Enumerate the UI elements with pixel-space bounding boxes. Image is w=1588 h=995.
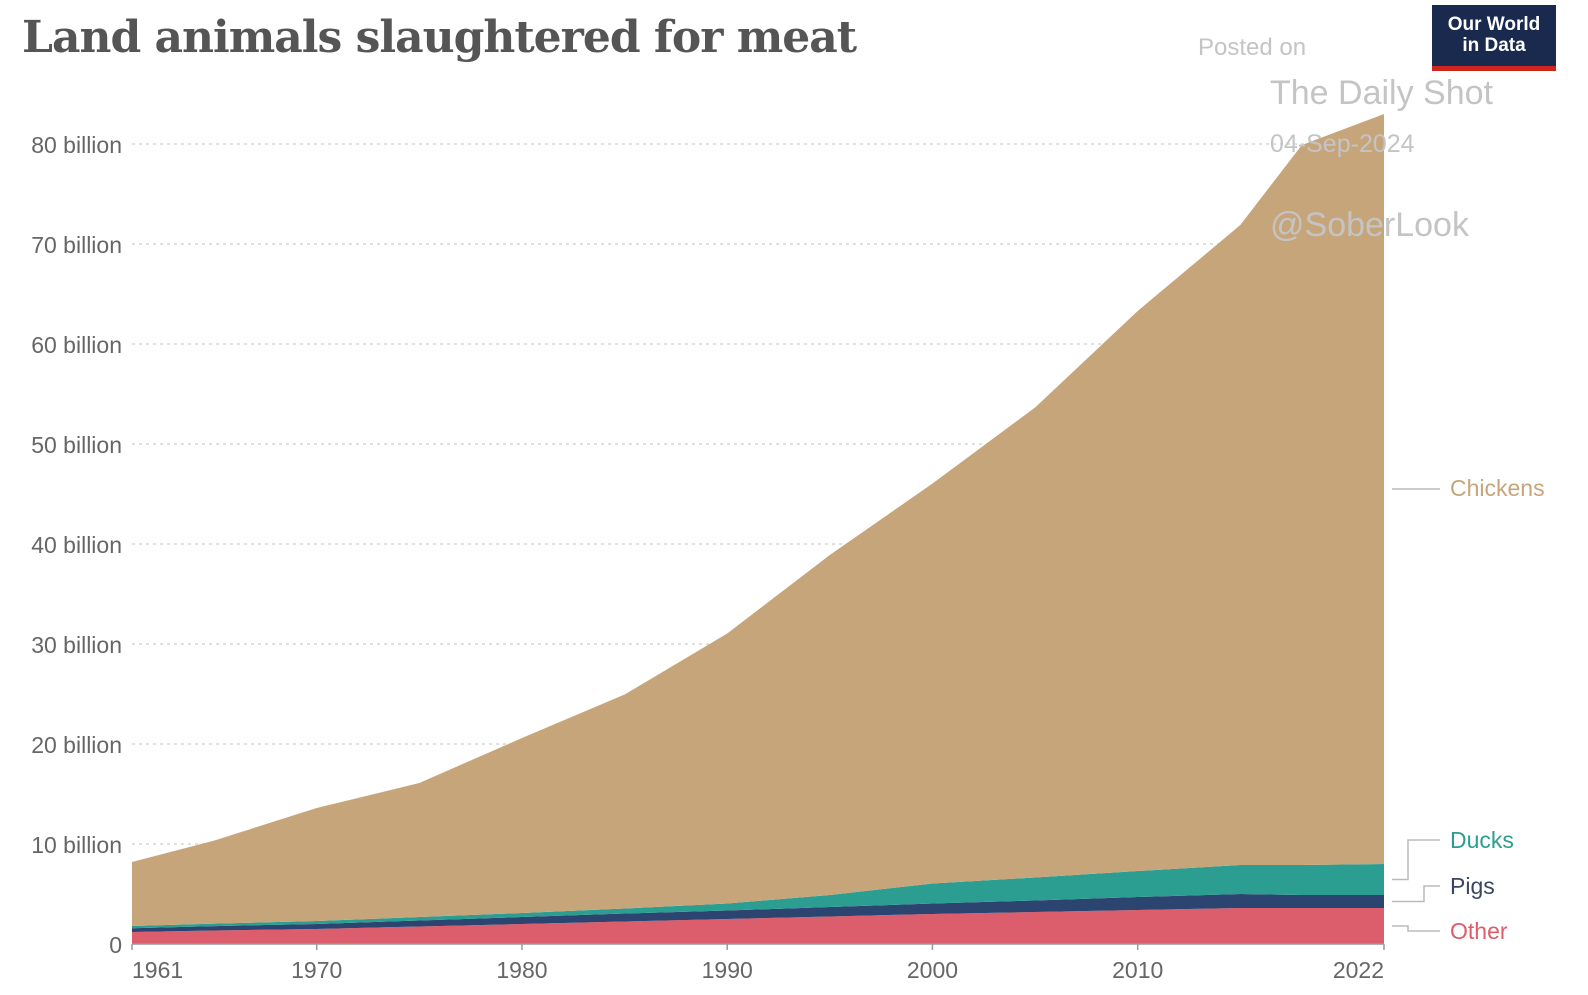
- legend-connector: [1392, 839, 1440, 881]
- watermark-handle: @SoberLook: [1270, 206, 1469, 244]
- area-ducks: [132, 864, 1384, 929]
- axes: 0 10 billion 20 billion 30 billion 40 billio…: [31, 132, 1385, 983]
- y-tick-label: 80 billion: [31, 132, 122, 158]
- y-tick-label: 20 billion: [31, 732, 122, 758]
- y-tick-label: 40 billion: [31, 532, 122, 558]
- logo-line-2: in Data: [1462, 35, 1526, 56]
- legend-label-chickens: Chickens: [1450, 475, 1545, 501]
- area-other: [132, 908, 1384, 944]
- x-tick-label: 1980: [496, 957, 547, 983]
- y-tick-label: 30 billion: [31, 632, 122, 658]
- y-tick-label: 60 billion: [31, 332, 122, 358]
- x-tick-label: 1970: [291, 957, 342, 983]
- area-pigs: [132, 894, 1384, 932]
- legend-connector: [1392, 885, 1440, 903]
- owid-logo: Our World in Data: [1432, 5, 1556, 71]
- chart-title: Land animals slaughtered for meat: [22, 12, 857, 63]
- watermark-posted-on: Posted on: [1198, 34, 1307, 61]
- area-series: [132, 114, 1384, 944]
- logo-line-1: Our World: [1447, 14, 1541, 35]
- legend: Other Pigs Ducks Chickens: [1392, 475, 1545, 944]
- watermark-date: 04-Sep-2024: [1270, 130, 1415, 158]
- legend-label-other: Other: [1450, 918, 1508, 944]
- y-tick-label: 50 billion: [31, 432, 122, 458]
- y-tick-label: 0: [109, 932, 122, 958]
- x-tick-label: 2010: [1112, 957, 1163, 983]
- y-tick-label: 70 billion: [31, 232, 122, 258]
- area-chickens: [132, 114, 1384, 926]
- legend-connector: [1392, 925, 1440, 932]
- x-tick-label: 1961: [132, 957, 183, 983]
- legend-label-ducks: Ducks: [1450, 827, 1514, 853]
- x-tick-label: 1990: [702, 957, 753, 983]
- legend-label-pigs: Pigs: [1450, 873, 1495, 899]
- x-tick-label: 2022: [1333, 957, 1384, 983]
- y-tick-label: 10 billion: [31, 832, 122, 858]
- x-tick-label: 2000: [907, 957, 958, 983]
- watermark-source: The Daily Shot: [1270, 74, 1493, 112]
